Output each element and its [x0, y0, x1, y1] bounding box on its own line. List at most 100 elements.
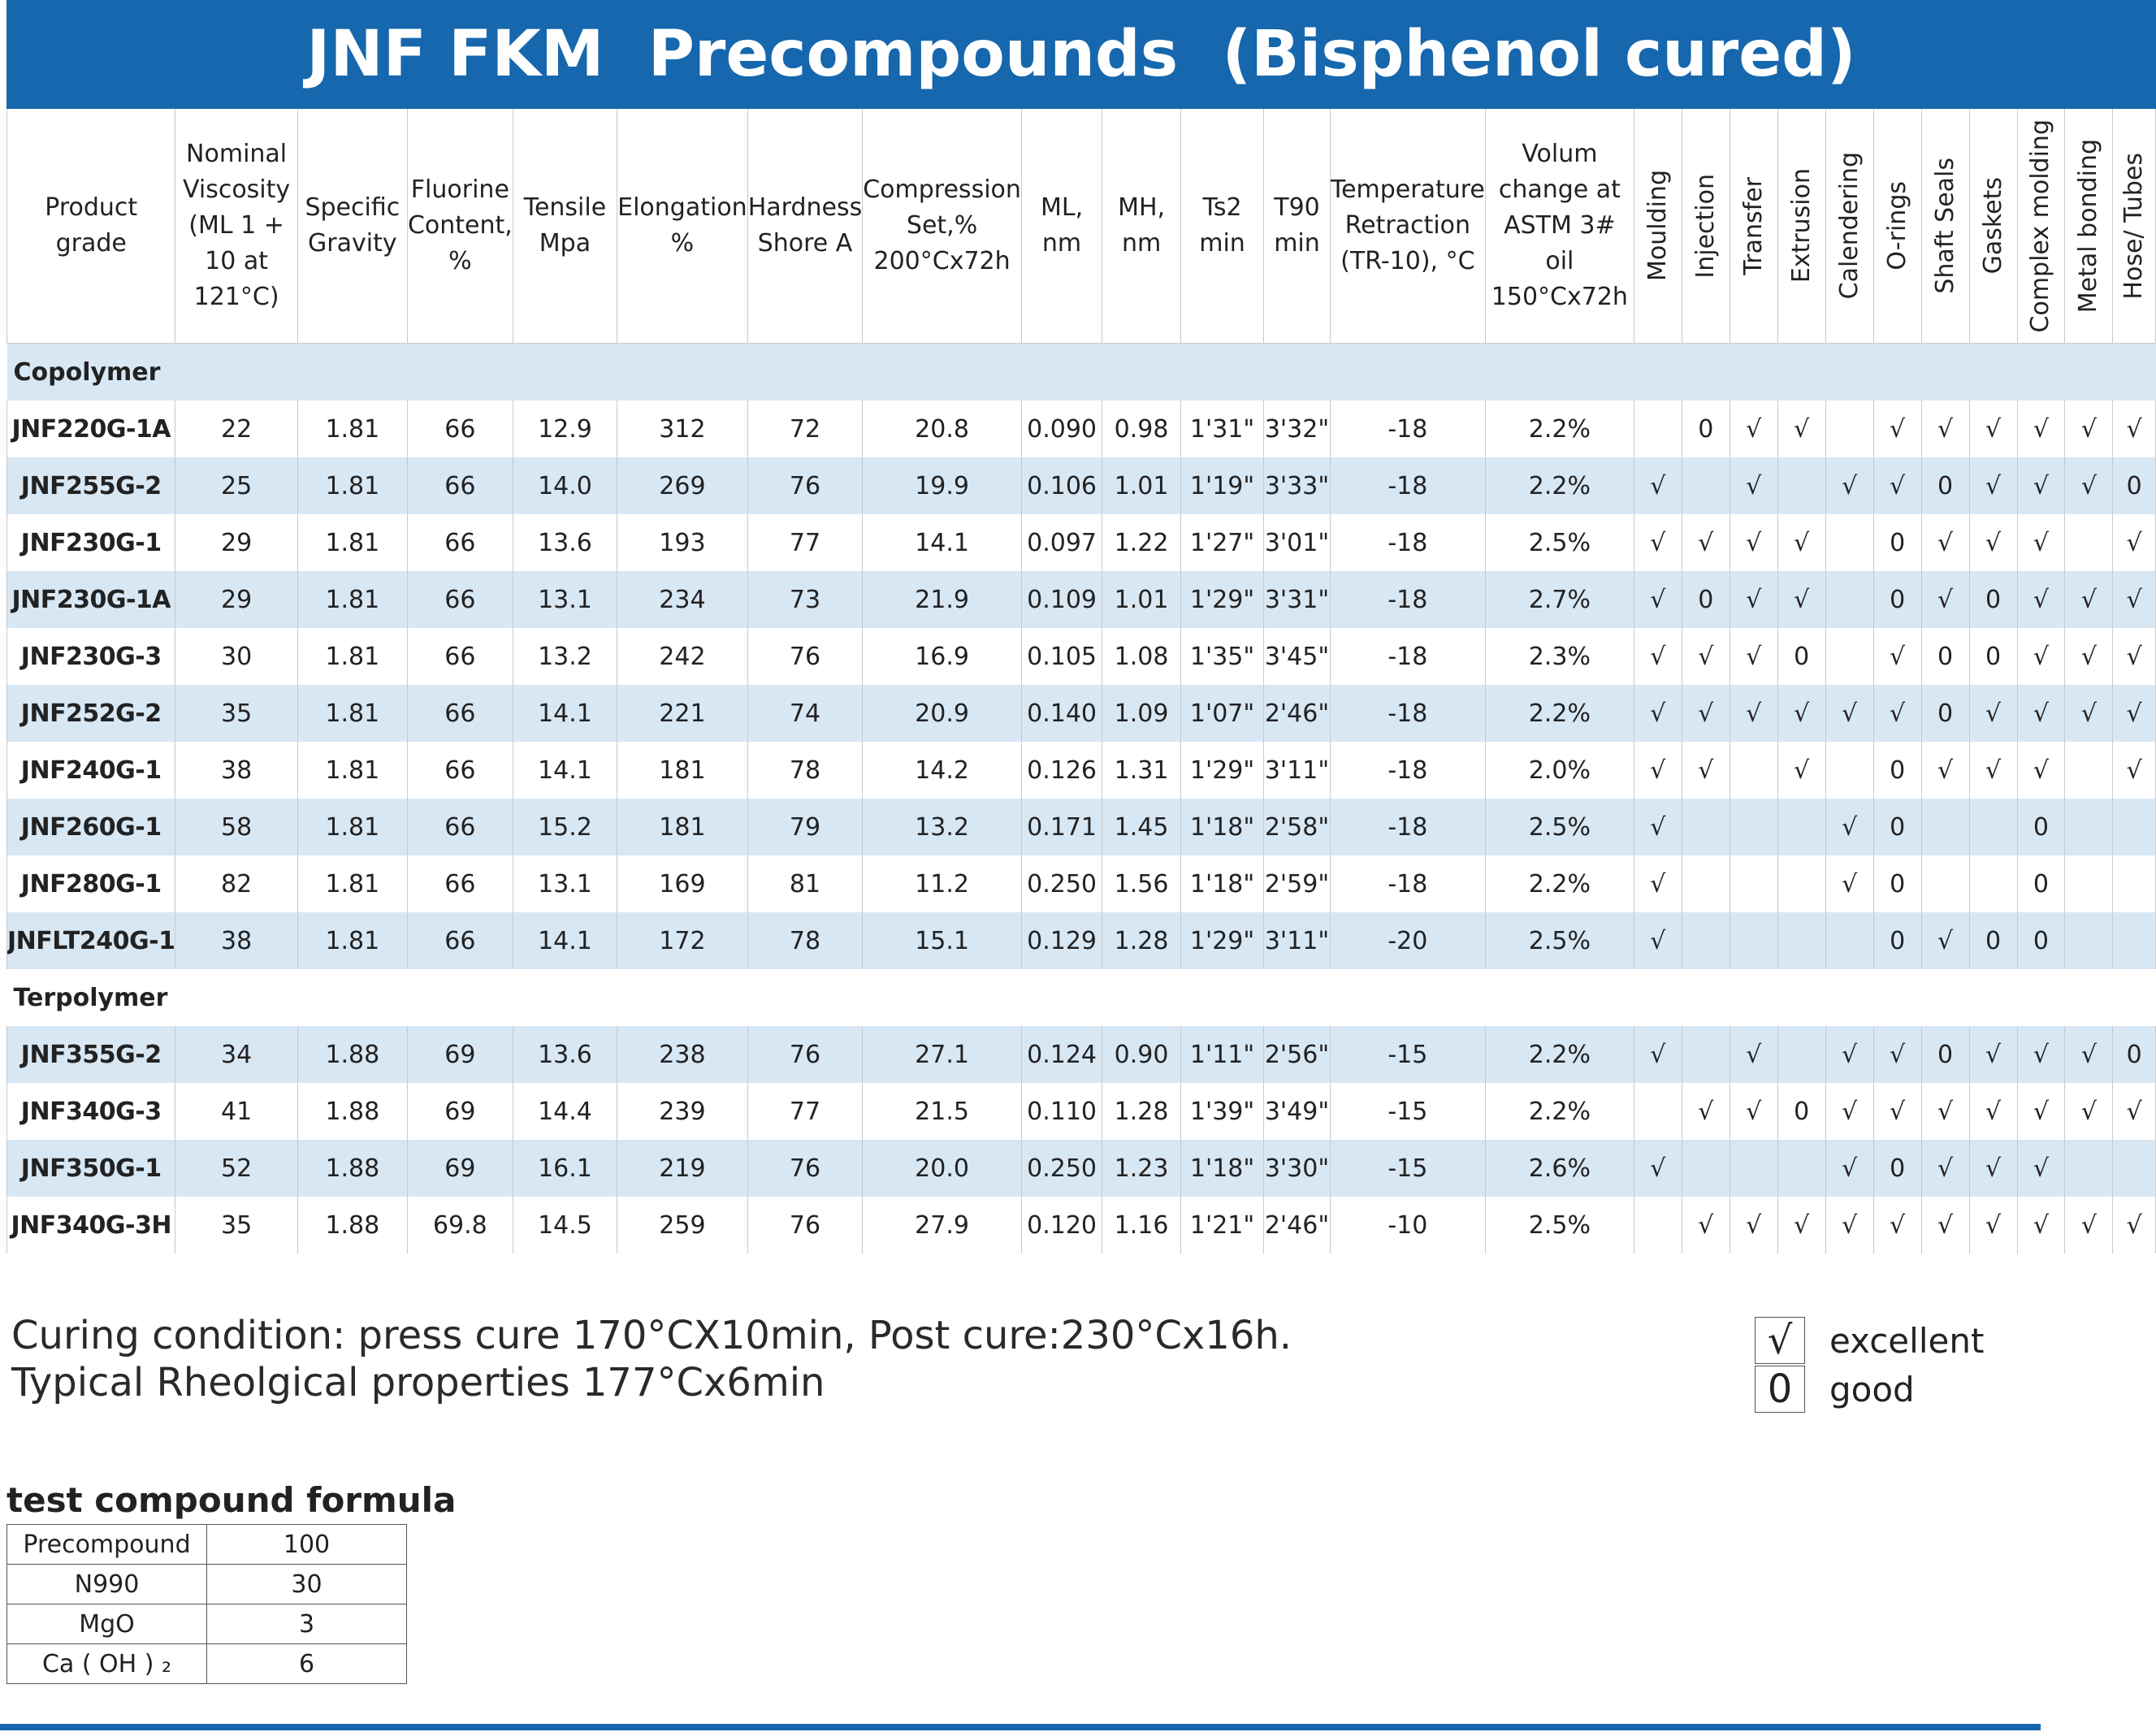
ts2-cell: 1'27" — [1180, 514, 1265, 571]
specific-gravity-cell: 1.81 — [297, 457, 408, 514]
t90-cell: 2'58" — [1263, 799, 1331, 855]
volume-change-cell: 2.2% — [1484, 401, 1634, 457]
ml-cell: 0.109 — [1020, 571, 1103, 628]
tensile-cell: 13.1 — [512, 855, 618, 912]
application-rating-cell — [2064, 514, 2114, 571]
application-rating-cell: 0 — [2016, 912, 2066, 969]
header-app-hose-tubes: Hose/ Tubes — [2112, 109, 2156, 344]
application-rating-cell: √ — [1777, 742, 1826, 799]
application-rating-cell: √ — [2064, 457, 2114, 514]
application-rating-cell: √ — [1681, 628, 1730, 685]
viscosity-cell: 34 — [175, 1026, 298, 1083]
header-app-transfer: Transfer — [1729, 109, 1778, 344]
application-rating-cell: √ — [1777, 685, 1826, 742]
t90-cell: 3'32" — [1263, 401, 1331, 457]
application-rating-cell: 0 — [1872, 799, 1922, 855]
t90-cell: 2'46" — [1263, 685, 1331, 742]
formula-ingredient: MgO — [6, 1604, 207, 1644]
tr10-cell: -15 — [1329, 1140, 1486, 1197]
application-rating-cell: √ — [1633, 628, 1682, 685]
header-volume-change: Volum change at ASTM 3# oil 150°Cx72h — [1484, 109, 1634, 344]
volume-change-cell: 2.5% — [1484, 912, 1634, 969]
application-rating-cell: 0 — [1920, 457, 1970, 514]
elongation-cell: 169 — [617, 855, 748, 912]
product-grade-cell: JNF280G-1 — [6, 855, 176, 912]
volume-change-cell: 2.6% — [1484, 1140, 1634, 1197]
header-tensile: Tensile Mpa — [512, 109, 618, 344]
precompound-table: Product grade Nominal Viscosity (ML 1 + … — [6, 109, 2156, 1254]
ts2-cell: 1'21" — [1180, 1197, 1265, 1254]
fluorine-cell: 66 — [406, 685, 513, 742]
viscosity-cell: 29 — [175, 571, 298, 628]
product-grade-cell: JNF340G-3H — [6, 1197, 176, 1254]
tr10-cell: -18 — [1329, 571, 1486, 628]
t90-cell: 3'31" — [1263, 571, 1331, 628]
ml-cell: 0.140 — [1020, 685, 1103, 742]
application-rating-cell: √ — [1872, 401, 1922, 457]
specific-gravity-cell: 1.81 — [297, 628, 408, 685]
mh-cell: 1.01 — [1102, 571, 1181, 628]
application-rating-cell: √ — [1920, 571, 1970, 628]
ml-cell: 0.106 — [1020, 457, 1103, 514]
mh-cell: 1.23 — [1102, 1140, 1181, 1197]
section-row: Copolymer — [6, 343, 2156, 401]
application-rating-cell — [2064, 799, 2114, 855]
table-row: JNF280G-1 82 1.81 66 13.1 169 81 11.2 0.250 1.56 1… — [6, 855, 2156, 912]
application-rating-cell — [1729, 855, 1778, 912]
fluorine-cell: 66 — [406, 912, 513, 969]
header-app-gaskets: Gaskets — [1968, 109, 2018, 344]
tr10-cell: -18 — [1329, 685, 1486, 742]
application-rating-cell — [1825, 571, 1874, 628]
tr10-cell: -15 — [1329, 1026, 1486, 1083]
application-rating-cell — [1777, 799, 1826, 855]
application-rating-cell: √ — [1968, 1197, 2018, 1254]
application-rating-cell: √ — [2016, 571, 2066, 628]
fluorine-cell: 66 — [406, 742, 513, 799]
elongation-cell: 269 — [617, 457, 748, 514]
tensile-cell: 14.1 — [512, 912, 618, 969]
tr10-cell: -18 — [1329, 401, 1486, 457]
application-rating-cell: √ — [1920, 1083, 1970, 1140]
fluorine-cell: 66 — [406, 799, 513, 855]
tr10-cell: -18 — [1329, 514, 1486, 571]
application-rating-cell: √ — [1872, 457, 1922, 514]
application-rating-cell: 0 — [2016, 799, 2066, 855]
hardness-cell: 74 — [747, 685, 864, 742]
application-rating-cell: √ — [1633, 1140, 1682, 1197]
tr10-cell: -18 — [1329, 742, 1486, 799]
application-rating-cell: √ — [1729, 514, 1778, 571]
application-rating-cell: √ — [2064, 685, 2114, 742]
application-rating-cell: √ — [1872, 1083, 1922, 1140]
tensile-cell: 15.2 — [512, 799, 618, 855]
application-rating-cell: √ — [2064, 1026, 2114, 1083]
tensile-cell: 14.5 — [512, 1197, 618, 1254]
application-rating-cell: √ — [2112, 685, 2156, 742]
formula-amount: 30 — [206, 1564, 407, 1604]
application-rating-cell: 0 — [2016, 855, 2066, 912]
application-rating-cell: √ — [1872, 1026, 1922, 1083]
product-grade-cell: JNF340G-3 — [6, 1083, 176, 1140]
application-rating-cell: √ — [1825, 1026, 1874, 1083]
ml-cell: 0.129 — [1020, 912, 1103, 969]
mh-cell: 1.31 — [1102, 742, 1181, 799]
formula-ingredient: Ca ( OH ) ₂ — [6, 1643, 207, 1684]
application-rating-cell: √ — [1920, 742, 1970, 799]
curing-notes: Curing condition: press cure 170°CX10min… — [11, 1312, 1292, 1406]
compression-set-cell: 27.9 — [862, 1197, 1022, 1254]
application-rating-cell: √ — [2112, 742, 2156, 799]
ml-cell: 0.250 — [1020, 855, 1103, 912]
application-rating-cell: √ — [1633, 457, 1682, 514]
fluorine-cell: 69.8 — [406, 1197, 513, 1254]
mh-cell: 1.56 — [1102, 855, 1181, 912]
application-rating-cell: 0 — [1872, 571, 1922, 628]
product-grade-cell: JNF240G-1 — [6, 742, 176, 799]
hardness-cell: 76 — [747, 1197, 864, 1254]
mh-cell: 1.45 — [1102, 799, 1181, 855]
elongation-cell: 259 — [617, 1197, 748, 1254]
application-rating-cell: √ — [2112, 628, 2156, 685]
application-rating-cell: 0 — [1872, 912, 1922, 969]
application-rating-cell: √ — [1968, 685, 2018, 742]
compression-set-cell: 20.9 — [862, 685, 1022, 742]
ts2-cell: 1'29" — [1180, 912, 1265, 969]
